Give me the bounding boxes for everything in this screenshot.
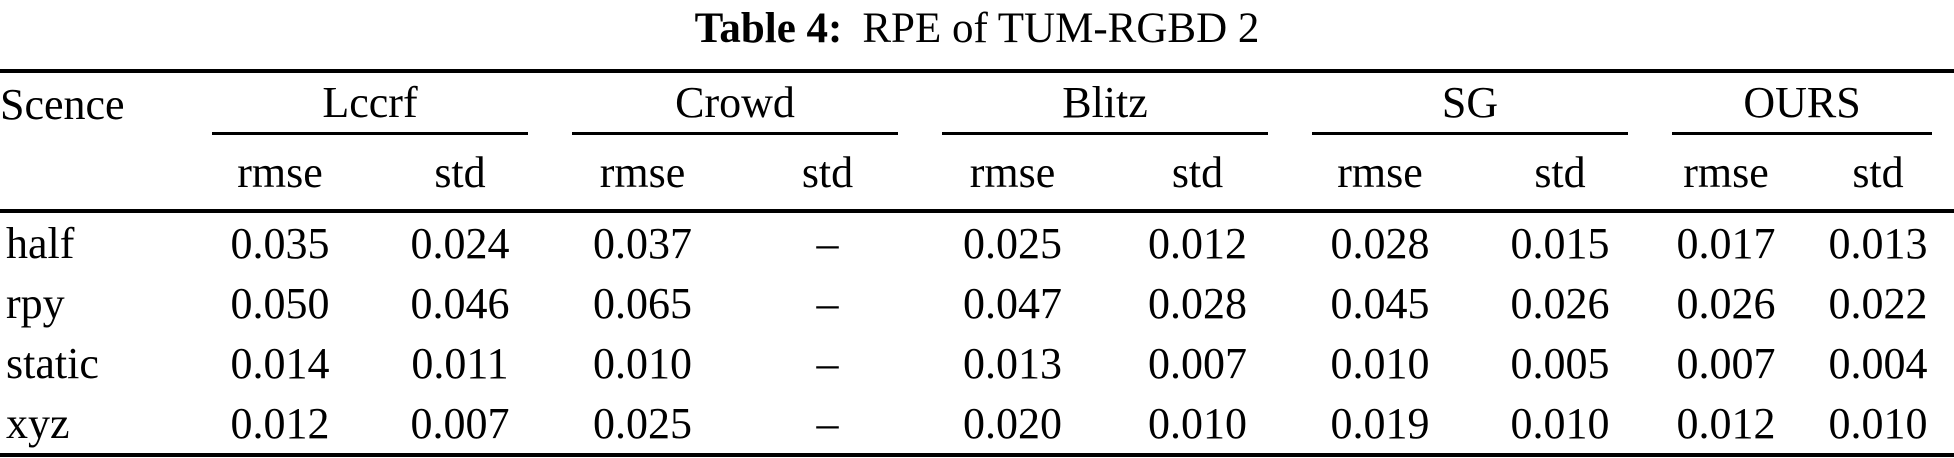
table-cell: 0.014 bbox=[230, 338, 330, 388]
table-cell: 0.015 bbox=[1510, 218, 1610, 268]
table-cell: 0.046 bbox=[410, 278, 510, 328]
table-cell: 0.010 bbox=[1105, 393, 1290, 457]
table-cell: 0.065 bbox=[593, 278, 692, 328]
table-caption-text: RPE of TUM-RGBD 2 bbox=[862, 5, 1260, 52]
group-header-ours: OURS bbox=[1650, 71, 1954, 135]
table-cell: 0.026 bbox=[1510, 278, 1610, 328]
column-header-scene: Scence bbox=[0, 79, 125, 129]
table-cell: 0.025 bbox=[550, 393, 735, 457]
group-header-sg: SG bbox=[1290, 71, 1650, 135]
sub-header-sg-rmse: rmse bbox=[1290, 135, 1470, 213]
sub-header-lccrf-rmse: rmse bbox=[190, 135, 370, 213]
group-header-row: Scence Lccrf Crowd Blitz SG OURS bbox=[0, 71, 1954, 135]
sub-header-crowd-rmse: rmse bbox=[550, 135, 735, 213]
table-cell: 0.047 bbox=[963, 278, 1062, 328]
table-cell: 0.028 bbox=[1148, 278, 1247, 328]
group-header-crowd-label: Crowd bbox=[572, 73, 898, 135]
table-row-xyz: xyz 0.012 0.007 0.025 – 0.020 0.010 0.01… bbox=[0, 393, 1954, 457]
group-header-ours-label: OURS bbox=[1672, 73, 1932, 135]
table-cell: 0.028 bbox=[1330, 218, 1430, 268]
table-caption-label: Table 4: bbox=[694, 5, 843, 52]
table-cell: – bbox=[735, 393, 920, 457]
table-cell: 0.010 bbox=[1802, 393, 1954, 457]
table-cell: – bbox=[816, 218, 839, 268]
sub-header-blitz-std: std bbox=[1105, 135, 1290, 213]
group-header-sg-label: SG bbox=[1312, 73, 1628, 135]
table-cell: 0.013 bbox=[963, 338, 1062, 388]
sub-header-ours-std: std bbox=[1802, 135, 1954, 213]
sub-header-empty bbox=[0, 135, 190, 213]
table-row-rpy: rpy 0.050 0.046 0.065 – 0.047 0.028 0.04… bbox=[0, 273, 1954, 333]
sub-header-ours-rmse: rmse bbox=[1650, 135, 1802, 213]
table-cell: 0.007 bbox=[1148, 338, 1247, 388]
table-cell: – bbox=[816, 338, 839, 388]
table-cell: 0.010 bbox=[1330, 338, 1430, 388]
table-cell: 0.005 bbox=[1510, 338, 1610, 388]
table-cell: 0.007 bbox=[370, 393, 550, 457]
table-cell: 0.037 bbox=[593, 218, 692, 268]
table-cell: 0.050 bbox=[230, 278, 330, 328]
table-cell: 0.020 bbox=[920, 393, 1105, 457]
row-label: half bbox=[6, 218, 75, 268]
sub-header-row: rmse std rmse std rmse std rmse std rmse… bbox=[0, 135, 1954, 213]
table-cell: 0.010 bbox=[1470, 393, 1650, 457]
table-cell: 0.012 bbox=[1148, 218, 1247, 268]
table-cell: 0.007 bbox=[1676, 338, 1776, 388]
group-header-lccrf-label: Lccrf bbox=[212, 73, 528, 135]
table-cell: 0.035 bbox=[230, 218, 330, 268]
row-label: rpy bbox=[6, 278, 65, 328]
table-cell: 0.019 bbox=[1290, 393, 1470, 457]
sub-header-crowd-std: std bbox=[735, 135, 920, 213]
sub-header-sg-std: std bbox=[1470, 135, 1650, 213]
table-row-half: half 0.035 0.024 0.037 – 0.025 0.012 0.0… bbox=[0, 211, 1954, 273]
table-caption: Table 4: RPE of TUM-RGBD 2 bbox=[0, 0, 1954, 69]
table-cell: 0.026 bbox=[1676, 278, 1776, 328]
sub-header-blitz-rmse: rmse bbox=[920, 135, 1105, 213]
group-header-blitz-label: Blitz bbox=[942, 73, 1268, 135]
table-cell: 0.011 bbox=[411, 338, 509, 388]
table-cell: 0.010 bbox=[593, 338, 692, 388]
results-table: Scence Lccrf Crowd Blitz SG OURS rmse st… bbox=[0, 69, 1954, 457]
group-header-lccrf: Lccrf bbox=[190, 71, 550, 135]
table-row-static: static 0.014 0.011 0.010 – 0.013 0.007 0… bbox=[0, 333, 1954, 393]
table-cell: 0.024 bbox=[410, 218, 510, 268]
table-cell: 0.045 bbox=[1330, 278, 1430, 328]
row-label: static bbox=[6, 338, 99, 388]
sub-header-lccrf-std: std bbox=[370, 135, 550, 213]
table-cell: 0.004 bbox=[1828, 338, 1928, 388]
table-cell: 0.025 bbox=[963, 218, 1062, 268]
row-label: xyz bbox=[0, 393, 190, 457]
table-cell: – bbox=[816, 278, 839, 328]
table-cell: 0.012 bbox=[190, 393, 370, 457]
table-cell: 0.022 bbox=[1828, 278, 1928, 328]
table-cell: 0.017 bbox=[1676, 218, 1776, 268]
group-header-crowd: Crowd bbox=[550, 71, 920, 135]
table-cell: 0.012 bbox=[1650, 393, 1802, 457]
table-cell: 0.013 bbox=[1828, 218, 1928, 268]
group-header-blitz: Blitz bbox=[920, 71, 1290, 135]
